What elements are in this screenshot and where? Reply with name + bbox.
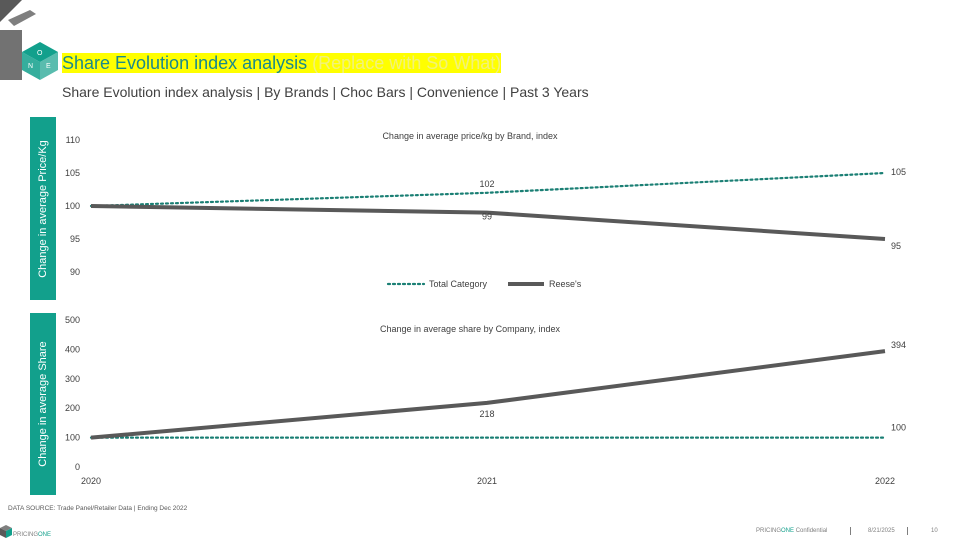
- series-line-solid: [90, 349, 886, 440]
- y-tick-label: 105: [65, 168, 80, 178]
- data-label: 102: [479, 179, 494, 189]
- data-label: 95: [891, 241, 901, 251]
- data-label: 100: [891, 423, 906, 433]
- y-tick-label: 0: [75, 462, 80, 472]
- title-placeholder: (Replace with So What): [312, 53, 502, 73]
- svg-text:PRICINGONE: PRICINGONE: [13, 532, 51, 538]
- footer-brand-pre: PRICING: [13, 532, 38, 538]
- title-main: Share Evolution index analysis: [62, 53, 308, 73]
- data-source: DATA SOURCE: Trade Panel/Retailer Data |…: [8, 505, 188, 512]
- chart-title: Change in average price/kg by Brand, ind…: [382, 131, 558, 141]
- footer-logo: PRICINGONE: [0, 525, 51, 538]
- data-label: 218: [479, 409, 494, 419]
- series-line-solid: [90, 204, 886, 241]
- footer-separator: [850, 527, 851, 535]
- legend-label: Reese's: [549, 279, 582, 289]
- y-tick-label: 90: [70, 267, 80, 277]
- logo-letter: E: [46, 63, 51, 70]
- price-ylabel-box: Change in average Price/Kg: [30, 117, 56, 300]
- page-number: 10: [931, 528, 938, 534]
- y-tick-label: 110: [66, 135, 80, 145]
- conf-pre: PRICING: [756, 528, 782, 534]
- legend-label: Total Category: [429, 279, 488, 289]
- logo-letter: N: [28, 63, 33, 70]
- y-tick-label: 300: [65, 374, 80, 384]
- x-tick-label: 2021: [477, 476, 497, 486]
- footer-confidential: PRICINGONE Confidential: [756, 528, 827, 534]
- y-tick-label: 100: [65, 201, 80, 211]
- page-subtitle: Share Evolution index analysis | By Bran…: [62, 84, 589, 100]
- y-tick-label: 95: [70, 234, 80, 244]
- y-tick-label: 400: [65, 344, 80, 354]
- conf-one: ONE: [781, 528, 795, 534]
- footer-brand-one: ONE: [38, 532, 51, 538]
- y-tick-label: 100: [65, 433, 80, 443]
- data-label: 105: [891, 167, 906, 177]
- data-label: 394: [891, 340, 906, 350]
- pricingone-logo: O N E: [0, 0, 58, 80]
- conf-post: Confidential: [794, 528, 828, 534]
- y-tick-label: 500: [65, 315, 80, 325]
- footer-date: 8/21/2025: [868, 528, 895, 534]
- x-tick-label: 2022: [875, 476, 895, 486]
- logo-letter: O: [37, 50, 43, 57]
- chart-title: Change in average share by Company, inde…: [380, 324, 560, 334]
- x-tick-label: 2020: [81, 476, 101, 486]
- share-ylabel-box: Change in average Share: [30, 313, 56, 495]
- page-title: Share Evolution index analysis (Replace …: [62, 51, 502, 75]
- y-tick-label: 200: [65, 403, 80, 413]
- footer-separator: [907, 527, 908, 535]
- data-label: 99: [482, 212, 492, 222]
- series-line-dotted: [89, 171, 887, 208]
